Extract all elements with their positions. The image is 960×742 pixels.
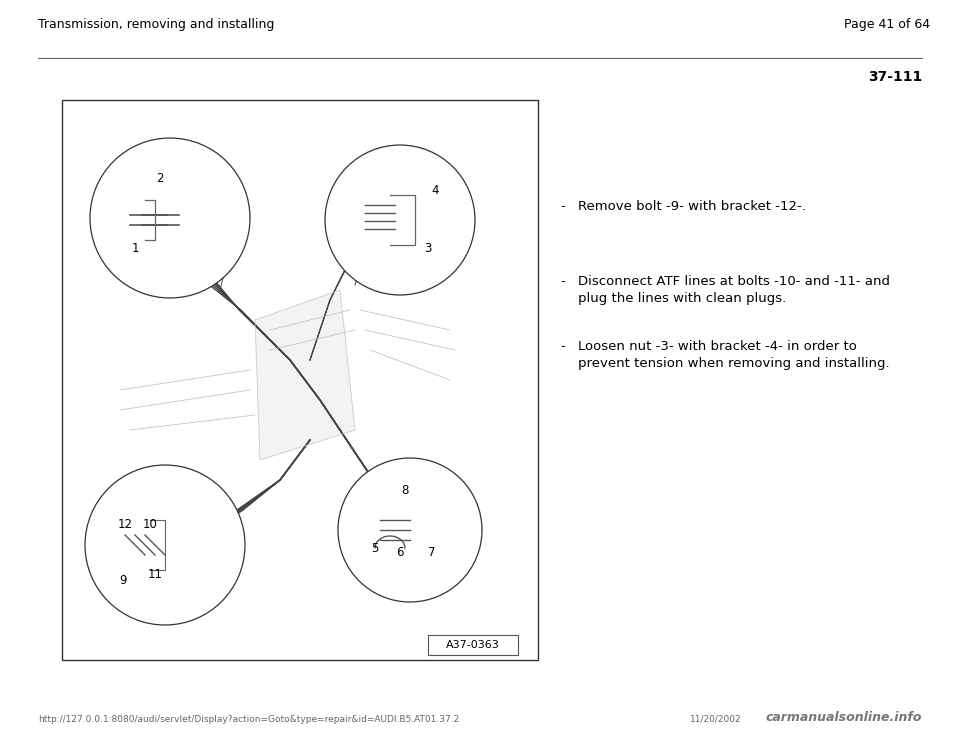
Text: 4: 4 bbox=[431, 183, 439, 197]
Polygon shape bbox=[255, 290, 355, 460]
Ellipse shape bbox=[85, 465, 245, 625]
Text: Page 41 of 64: Page 41 of 64 bbox=[844, 18, 930, 31]
Text: 9: 9 bbox=[119, 574, 127, 586]
Text: -: - bbox=[560, 340, 564, 353]
Bar bbox=[428, 635, 518, 655]
Text: 3: 3 bbox=[424, 241, 432, 255]
Text: Transmission, removing and installing: Transmission, removing and installing bbox=[38, 18, 275, 31]
Text: 10: 10 bbox=[143, 519, 157, 531]
Ellipse shape bbox=[325, 145, 475, 295]
Ellipse shape bbox=[338, 458, 482, 602]
Text: 5: 5 bbox=[372, 542, 378, 554]
Text: Remove bolt -9- with bracket -12-.: Remove bolt -9- with bracket -12-. bbox=[578, 200, 805, 213]
Text: A37-0363: A37-0363 bbox=[446, 640, 500, 650]
Text: carmanualsonline.info: carmanualsonline.info bbox=[765, 711, 922, 724]
Text: 8: 8 bbox=[401, 484, 409, 496]
Text: 11: 11 bbox=[148, 568, 162, 582]
Text: 12: 12 bbox=[117, 519, 132, 531]
Ellipse shape bbox=[90, 138, 250, 298]
Text: 6: 6 bbox=[396, 545, 404, 559]
Text: 1: 1 bbox=[132, 241, 139, 255]
Text: -: - bbox=[560, 200, 564, 213]
Text: 11/20/2002: 11/20/2002 bbox=[690, 715, 742, 724]
Text: Loosen nut -3- with bracket -4- in order to
prevent tension when removing and in: Loosen nut -3- with bracket -4- in order… bbox=[578, 340, 890, 370]
Bar bbox=[62, 100, 538, 660]
Text: http://127.0.0.1:8080/audi/servlet/Display?action=Goto&type=repair&id=AUDI.B5.AT: http://127.0.0.1:8080/audi/servlet/Displ… bbox=[38, 715, 459, 724]
Text: Disconnect ATF lines at bolts -10- and -11- and
plug the lines with clean plugs.: Disconnect ATF lines at bolts -10- and -… bbox=[578, 275, 890, 305]
Text: 7: 7 bbox=[428, 545, 436, 559]
Text: 37-111: 37-111 bbox=[868, 70, 922, 84]
Text: -: - bbox=[560, 275, 564, 288]
Text: 2: 2 bbox=[156, 171, 164, 185]
